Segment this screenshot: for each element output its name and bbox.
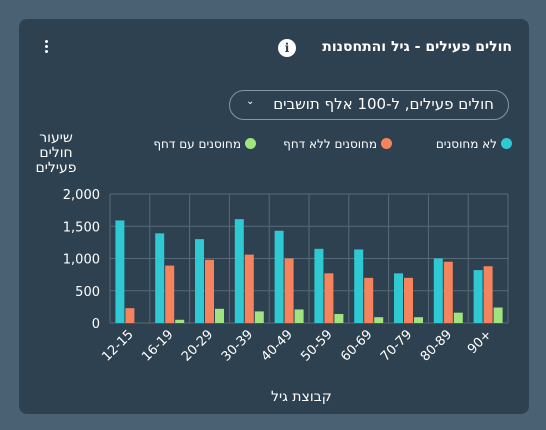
x-tick-label: 50-59	[298, 327, 335, 364]
bar[interactable]	[453, 312, 463, 323]
legend-label: מחוסנים ללא דחף	[283, 137, 377, 151]
bar[interactable]	[364, 277, 374, 323]
bar[interactable]	[155, 233, 165, 323]
bar[interactable]	[483, 266, 493, 323]
bar[interactable]	[324, 273, 334, 323]
bar[interactable]	[215, 308, 224, 323]
legend-dot-unvaccinated	[501, 138, 512, 149]
x-tick-label: 30-39	[219, 327, 256, 364]
legend-label: מחוסנים עם דחף	[153, 137, 241, 151]
x-tick-label: 60-69	[338, 327, 375, 364]
legend-item-unvaccinated[interactable]: לא מחוסנים	[436, 137, 512, 151]
more-options-icon[interactable]	[42, 40, 50, 58]
bar[interactable]	[433, 258, 443, 324]
bar[interactable]	[254, 311, 264, 323]
bar[interactable]	[115, 220, 125, 323]
y-tick-label: 0	[92, 317, 100, 332]
x-tick-label: 40-49	[259, 327, 296, 364]
bar[interactable]	[374, 317, 384, 323]
bar-chart: 2,000 1,500 1,000 500 012-15 16-19 20-29 30-39 4…	[63, 188, 509, 365]
y-tick-label: 2,000	[63, 188, 100, 203]
x-tick-label: 20-29	[179, 327, 216, 364]
bar[interactable]	[205, 259, 214, 323]
bar[interactable]	[294, 309, 304, 323]
legend-label: לא מחוסנים	[435, 137, 497, 151]
bar[interactable]	[314, 248, 324, 323]
legend-dot-no-booster	[381, 138, 392, 149]
chevron-down-icon: ⌄	[246, 96, 255, 107]
y-tick-label: 1,500	[63, 220, 100, 235]
x-tick-label: 80-89	[418, 327, 455, 364]
bar[interactable]	[175, 319, 185, 323]
y-tick-label: 1,000	[63, 253, 100, 268]
chart-card: i חולים פעילים - גיל והתחסנות חולים פעיל…	[19, 19, 529, 414]
metric-dropdown[interactable]: חולים פעילים, ל-100 אלף תושבים ⌄	[229, 90, 509, 120]
legend-dot-booster	[245, 138, 256, 149]
legend-item-booster[interactable]: מחוסנים עם דחף	[153, 137, 256, 151]
legend-item-no-booster[interactable]: מחוסנים ללא דחף	[283, 137, 392, 151]
bar[interactable]	[125, 308, 135, 323]
x-tick-label: 90+	[465, 327, 495, 357]
bar[interactable]	[244, 254, 254, 323]
bar[interactable]	[284, 258, 294, 324]
bar[interactable]	[394, 273, 403, 323]
y-tick-label: 500	[75, 285, 100, 300]
metric-dropdown-label: חולים פעילים, ל-100 אלף תושבים	[273, 95, 494, 113]
info-icon[interactable]: i	[278, 39, 296, 57]
bar[interactable]	[404, 277, 413, 323]
x-tick-label: 12-15	[99, 327, 136, 364]
card-title: חולים פעילים - גיל והתחסנות	[322, 39, 512, 55]
bar[interactable]	[234, 219, 244, 323]
bar[interactable]	[165, 265, 175, 323]
bar[interactable]	[274, 230, 284, 323]
bar[interactable]	[195, 239, 204, 323]
bar[interactable]	[493, 307, 503, 323]
bar[interactable]	[443, 261, 453, 323]
x-tick-label: 70-79	[378, 327, 415, 364]
x-axis-label: קבוצת גיל	[271, 389, 332, 405]
bar[interactable]	[473, 270, 483, 323]
x-tick-label: 16-19	[139, 327, 176, 364]
y-axis-label: שיעור חולים פעילים	[35, 130, 77, 176]
bar[interactable]	[334, 313, 344, 323]
bar[interactable]	[414, 317, 423, 323]
bar[interactable]	[354, 249, 364, 323]
